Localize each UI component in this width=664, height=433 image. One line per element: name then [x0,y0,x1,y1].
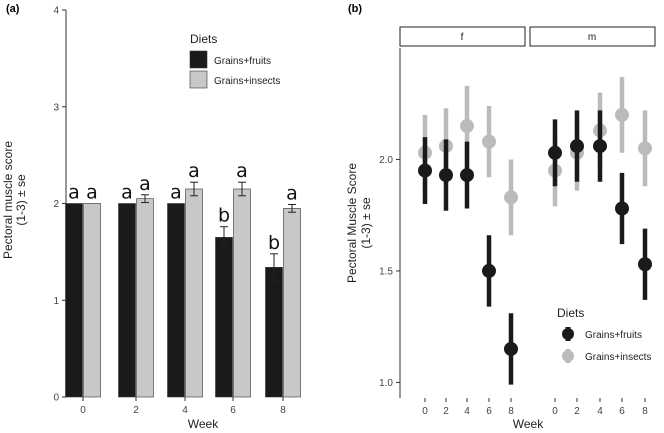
bar-grains-fruits [65,203,83,398]
panel-b-y-ticks: 1.0 1.5 2.0 [379,155,400,389]
point-grains-fruits-f [439,168,453,183]
panel-a-x-ticks: 0 2 4 6 8 [80,397,286,416]
panel-a-y-tick-label: 2 [53,199,59,210]
point-grains-fruits-m [570,139,584,154]
bar-grains-fruits [118,203,136,398]
significance-letter: b [218,205,230,227]
panel-a-x-tick-label: 6 [230,405,236,416]
significance-letter: a [139,173,151,195]
panel-b-x-axis-title: Week [513,417,544,431]
panel-b-y-axis-title-line2: (1-3) ± se [359,197,373,249]
panel-a-x-axis-title: Week [188,417,219,431]
point-grains-fruits-f [460,168,474,183]
bar-grains-insects [83,203,101,398]
point-grains-insects-f [482,134,496,149]
facet-strip-f-label: f [461,32,464,43]
bar-grains-fruits [215,237,233,398]
panel-b-legend-title: Diets [557,306,584,320]
panel-b-x-tick-label: 0 [552,406,558,417]
panel-a-legend-label-grains-fruits: Grains+fruits [214,56,271,67]
panel-b-x-tick-label: 4 [597,406,603,417]
point-grains-fruits-m [548,145,562,160]
bar-grains-insects [283,208,301,398]
panel-b-y-axis-title-line1: Pectoral Muscle Score [345,163,359,283]
panel-a-legend: Diets Grains+fruits Grains+insects [189,32,280,89]
bar-grains-fruits [167,203,185,398]
panel-a-legend-label-grains-insects: Grains+insects [214,76,280,87]
point-grains-insects-m [638,141,652,156]
bar-grains-insects [233,188,251,398]
panel-b-y-tick-label: 1.5 [379,266,393,277]
panel-a-x-tick-label: 2 [133,405,139,416]
bar-grains-insects [136,198,154,398]
panel-a-y-axis-title-line2: (1-3) ± se [14,174,28,226]
panel-a-legend-swatch-grains-fruits [189,50,208,69]
panel-b-legend-label-grains-insects: Grains+insects [585,352,651,363]
panel-b-x-tick-label: 6 [486,406,492,417]
panel-b-x-tick-label: 8 [642,406,648,417]
significance-letter: a [236,160,248,182]
point-grains-fruits-f [418,163,432,178]
point-grains-fruits-m [593,139,607,154]
significance-letter: a [121,182,133,204]
significance-letter: a [68,182,80,204]
significance-letter: a [286,182,298,204]
point-grains-insects-f [504,190,518,205]
panel-b-dot-chart: (b) f m 1.0 1.5 2.0 0 2 4 6 8 0 2 4 6 8 Week Pector… [345,3,656,431]
panel-b-y-tick-label: 1.0 [379,378,393,389]
panel-b-x-tick-label: 8 [508,406,514,417]
panel-a-x-tick-label: 0 [80,405,86,416]
panel-b-points [418,76,652,385]
point-grains-fruits-m [638,257,652,272]
point-grains-fruits-m [615,201,629,216]
panel-a-tag: (a) [6,3,20,15]
facet-strip-m-label: m [588,32,596,43]
panel-a-y-tick-label: 3 [53,102,59,113]
panel-b-y-tick-label: 2.0 [379,155,393,166]
panel-a-x-tick-label: 8 [280,405,286,416]
panel-b-legend: Diets Grains+fruits Grains+insects [557,306,651,363]
panel-b-x-tick-label: 6 [619,406,625,417]
significance-letter: b [268,232,280,254]
panel-a-y-tick-label: 1 [53,296,59,307]
panel-b-legend-key-dot-grains-fruits [562,328,574,340]
panel-b-x-tick-label: 4 [464,406,470,417]
point-grains-insects-m [615,107,629,122]
significance-letter: a [188,160,200,182]
panel-b-legend-key-dot-grains-insects [562,350,574,362]
panel-a-y-tick-label: 0 [53,393,59,404]
bar-grains-fruits [265,267,283,398]
panel-a-y-axis-title-line1: Pectoral muscle score [1,141,15,259]
significance-letter: a [170,182,182,204]
facet-strip-f [399,26,526,47]
panel-b-legend-label-grains-fruits: Grains+fruits [585,330,642,341]
panel-b-x-ticks: 0 2 4 6 8 0 2 4 6 8 [422,398,648,417]
panel-b-tag: (b) [348,3,362,15]
point-grains-fruits-f [482,263,496,278]
point-grains-fruits-f [504,341,518,356]
facet-strip-m [529,26,656,47]
significance-letter: a [86,182,98,204]
panel-a-legend-title: Diets [190,32,217,46]
point-grains-insects-f [460,119,474,134]
bar-grains-insects [185,188,203,398]
panel-b-x-tick-label: 2 [443,406,449,417]
panel-b-x-tick-label: 0 [422,406,428,417]
panel-a-legend-swatch-grains-insects [189,70,208,89]
panel-b-x-tick-label: 2 [574,406,580,417]
panel-a-y-tick-label: 4 [53,6,59,17]
panel-a-y-ticks: 0 1 2 3 4 [53,6,66,404]
panel-a-x-tick-label: 4 [182,405,188,416]
